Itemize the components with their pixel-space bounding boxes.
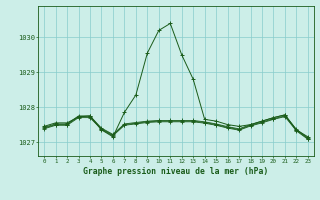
X-axis label: Graphe pression niveau de la mer (hPa): Graphe pression niveau de la mer (hPa) xyxy=(84,167,268,176)
